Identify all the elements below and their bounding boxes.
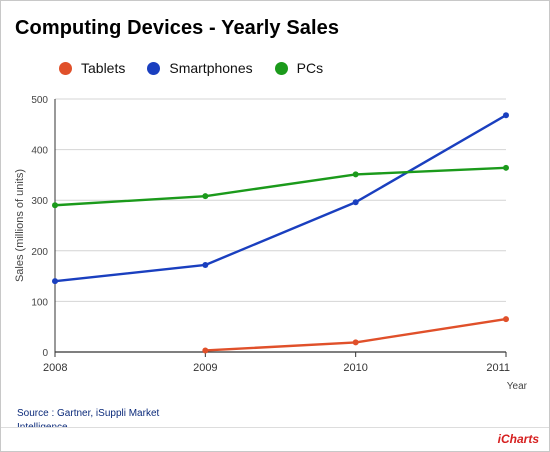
x-tick-label-2009: 2009 (193, 362, 217, 374)
legend-item-pcs[interactable]: PCs (274, 60, 324, 76)
x-axis-title: Year (507, 381, 528, 392)
legend-marker-pcs (274, 61, 288, 75)
data-point-pcs-2009 (202, 193, 209, 200)
series-line-smartphones (53, 113, 508, 283)
data-point-smartphones-2008 (52, 278, 58, 285)
x-tick-label-2011: 2011 (486, 362, 510, 374)
data-point-pcs-2011 (503, 164, 509, 171)
y-tick-label-100: 100 (31, 297, 48, 308)
y-tick-label-300: 300 (31, 196, 48, 207)
series-line-tablets (204, 317, 508, 352)
data-point-tablets-2011 (503, 316, 509, 323)
data-point-pcs-2010 (352, 171, 359, 178)
y-axis-title: Sales (millions of units) (14, 169, 26, 282)
y-tick-label-500: 500 (31, 95, 48, 106)
data-point-pcs-2008 (52, 202, 58, 209)
legend-marker-smartphones (147, 61, 161, 75)
legend-item-tablets[interactable]: Tablets (59, 60, 125, 76)
footer-divider (1, 427, 549, 428)
y-tick-label-400: 400 (31, 146, 48, 157)
source-note: Source : Gartner, iSuppli Market Intelli… (17, 408, 160, 427)
icharts-watermark: iCharts (497, 432, 539, 446)
legend-label-pcs: PCs (296, 60, 324, 76)
legend-label-tablets: Tablets (81, 60, 126, 76)
line-chart: 0 100 200 300 400 500 2008 2009 2010 2011 Year Sale… (14, 95, 528, 392)
x-tick-label-2008: 2008 (43, 362, 67, 374)
series-line-pcs (53, 166, 508, 207)
chart-title: Computing Devices - Yearly Sales (15, 17, 340, 39)
legend-item-smartphones[interactable]: Smartphones (147, 60, 253, 76)
legend-marker-tablets (59, 61, 72, 75)
chart-legend: Tablets Smartphones PCs (59, 60, 345, 76)
y-tick-label-200: 200 (31, 247, 48, 258)
data-point-tablets-2009 (202, 347, 209, 354)
data-point-tablets-2010 (352, 339, 359, 346)
x-tick-label-2010: 2010 (343, 362, 367, 374)
data-point-smartphones-2010 (352, 199, 359, 206)
data-point-smartphones-2011 (503, 112, 509, 119)
y-tick-label-0: 0 (42, 348, 48, 359)
data-point-smartphones-2009 (202, 261, 209, 268)
legend-label-smartphones: Smartphones (169, 60, 253, 76)
